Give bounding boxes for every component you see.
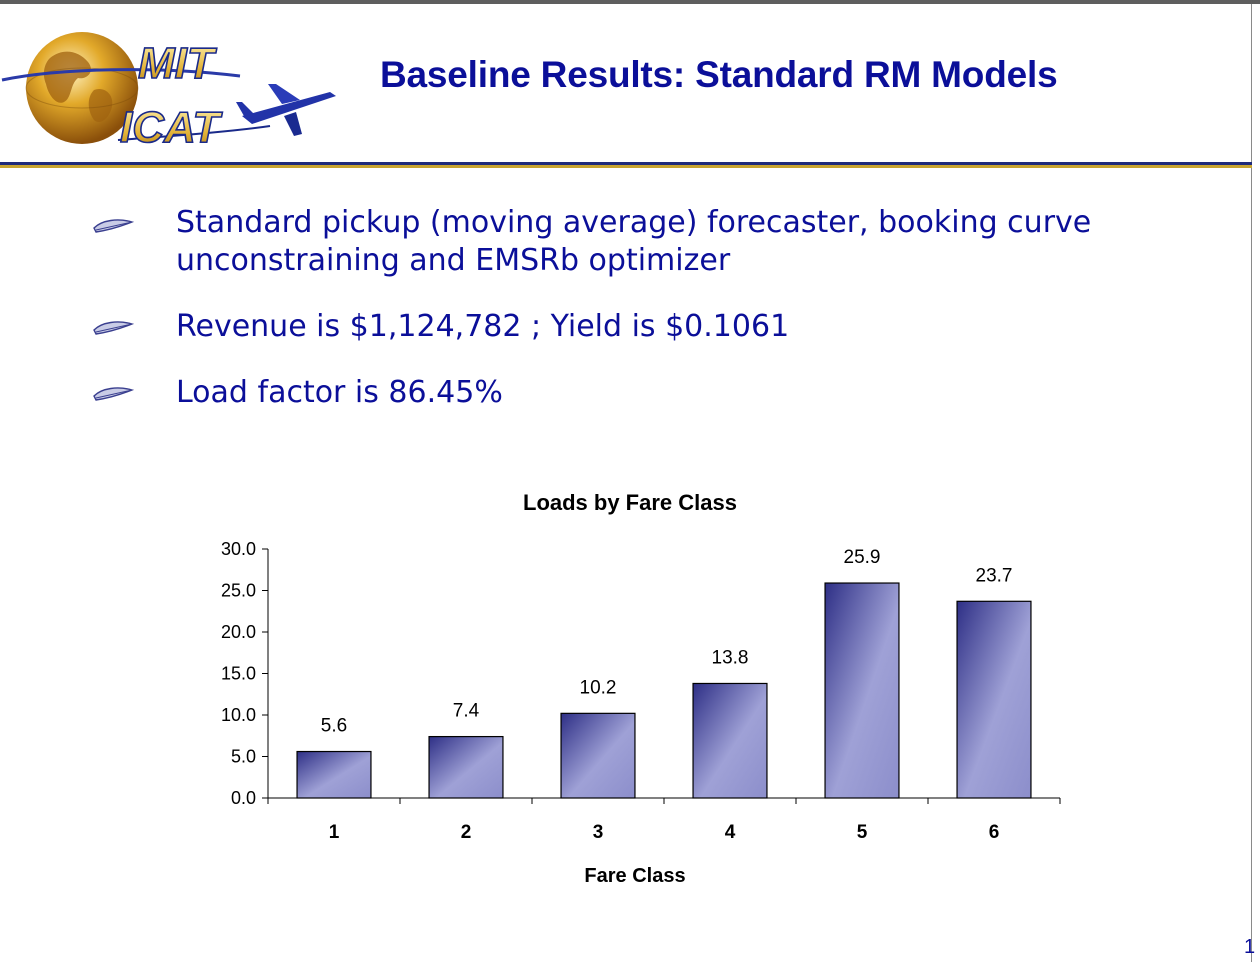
feather-bullet-icon [93,219,135,233]
feather-bullet-icon [93,387,135,401]
bar-value-label: 25.9 [844,547,881,568]
y-tick-label: 10.0 [221,705,256,725]
orbit-swoosh-lower [117,125,271,141]
bar [824,582,900,799]
x-tick-label: 1 [329,822,340,843]
plot-area: 0.0 5.0 10.0 15.0 20.0 25.0 30.0 5.6 1 7.4 2 10.2 3 1… [221,539,1061,843]
top-border [0,0,1260,4]
x-tick-label: 6 [989,822,1000,843]
globe-icon [25,32,139,144]
bullet-text: Load factor is 86.45% [176,375,503,410]
feather-bullet-icon [93,321,135,335]
y-tick-label: 25.0 [221,581,256,601]
loads-by-fare-class-chart: Loads by Fare Class Fare Class 0.0 5.0 10.… [221,490,1061,887]
logo-mit-text: MIT [138,39,217,88]
right-border [1251,4,1252,962]
bullet-text: Standard pickup (moving average) forecas… [176,205,1092,278]
x-tick-label: 5 [857,822,868,843]
bar [692,682,768,799]
x-tick-label: 3 [593,822,604,843]
bar-value-label: 10.2 [580,677,617,698]
y-tick-label: 0.0 [231,788,256,808]
bar-value-label: 5.6 [321,716,347,737]
logo-icat-text: ICAT [120,103,223,152]
bar [956,600,1032,799]
slide-title: Baseline Results: Standard RM Models [380,54,1058,95]
airplane-icon [236,84,336,136]
y-tick-label: 20.0 [221,622,256,642]
bar [560,712,636,799]
bullet-text: Revenue is $1,124,782 ; Yield is $0.1061 [176,309,790,344]
mit-icat-logo: MIT ICAT [1,32,336,153]
bar-value-label: 23.7 [976,565,1013,586]
x-tick-label: 4 [725,822,736,843]
bar [428,735,504,799]
y-tick-label: 15.0 [221,664,256,684]
y-tick-label: 30.0 [221,539,256,559]
header-rule-gold [0,165,1252,168]
header-rule-blue [0,162,1252,165]
chart-title: Loads by Fare Class [523,490,737,515]
y-tick-label: 5.0 [231,747,256,767]
bar-value-label: 13.8 [712,647,749,668]
bar-value-label: 7.4 [453,701,480,722]
orbit-swoosh [1,68,241,82]
x-tick-label: 2 [461,822,472,843]
bar [296,750,372,799]
page-number: 1 [1244,936,1256,958]
x-axis-label: Fare Class [584,865,685,887]
